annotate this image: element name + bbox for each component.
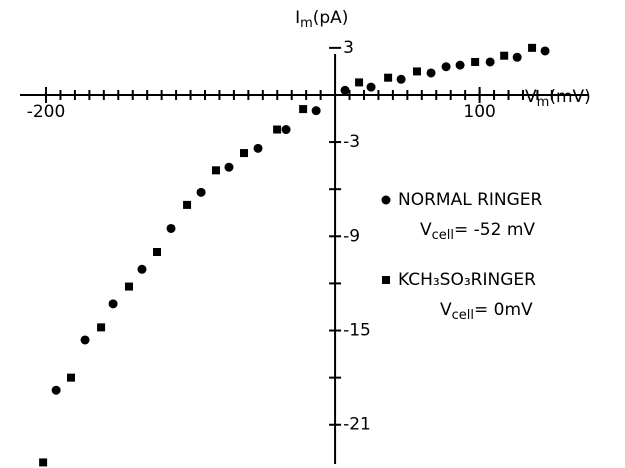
label-sub: m	[300, 16, 313, 31]
square-point	[240, 149, 249, 158]
y-tick-label: -3	[343, 132, 360, 152]
circle-point	[396, 74, 406, 84]
square-point	[273, 125, 282, 134]
label-sub: cell	[452, 308, 474, 323]
label-main: V	[420, 220, 432, 240]
circle-point	[224, 162, 234, 172]
label-sub: m	[537, 94, 550, 109]
label-main: I	[295, 8, 300, 28]
circle-point	[512, 52, 522, 62]
label-rest: = 0mV	[474, 300, 533, 320]
label-rest: (pA)	[313, 8, 349, 28]
y-tick-label: -21	[343, 415, 371, 435]
square-point	[124, 282, 133, 291]
circle-point	[80, 335, 90, 345]
circle-point	[253, 143, 263, 153]
y-tick-label: 3	[343, 38, 354, 58]
square-point	[384, 73, 393, 82]
circle-point	[441, 62, 451, 72]
circle-point	[137, 264, 147, 274]
circle-point	[340, 85, 350, 95]
label-rest: = -52 mV	[454, 220, 535, 240]
square-point	[355, 78, 364, 87]
y-axis-label: Im(pA)	[295, 8, 348, 31]
x-tick-label: -200	[27, 102, 66, 122]
circle-point	[485, 57, 495, 67]
square-point	[471, 57, 480, 66]
legend-marker	[381, 195, 391, 205]
legend-label: NORMAL RINGER	[398, 190, 543, 210]
y-tick-label: -15	[343, 321, 371, 341]
y-tick-label: -9	[343, 226, 360, 246]
square-point	[528, 43, 537, 52]
circle-point	[51, 385, 61, 395]
circle-point	[311, 106, 321, 116]
x-tick-label: 100	[463, 102, 495, 122]
circle-point	[426, 68, 436, 78]
circle-point	[366, 82, 376, 92]
square-point	[39, 458, 48, 467]
square-point	[211, 166, 220, 175]
label-main: V	[525, 87, 537, 107]
circle-point	[196, 187, 206, 197]
circle-point	[166, 223, 176, 233]
annotation: Vcell= 0mV	[440, 300, 533, 323]
square-point	[500, 51, 509, 60]
label-main: V	[440, 300, 452, 320]
circle-point	[281, 125, 291, 135]
square-point	[67, 373, 76, 382]
square-point	[183, 200, 192, 209]
x-axis-label: Vm(mV)	[525, 87, 591, 110]
legend-marker	[382, 276, 390, 284]
square-point	[153, 248, 162, 256]
annotation: Vcell= -52 mV	[420, 220, 535, 243]
label-sub: cell	[432, 228, 454, 243]
square-point	[97, 323, 106, 332]
legend-label: KCH₃SO₃RINGER	[398, 270, 536, 290]
circle-point	[108, 299, 118, 309]
square-point	[413, 67, 422, 76]
circle-point	[455, 60, 465, 70]
label-rest: (mV)	[549, 87, 590, 107]
circle-point	[540, 46, 550, 56]
square-point	[299, 105, 308, 114]
